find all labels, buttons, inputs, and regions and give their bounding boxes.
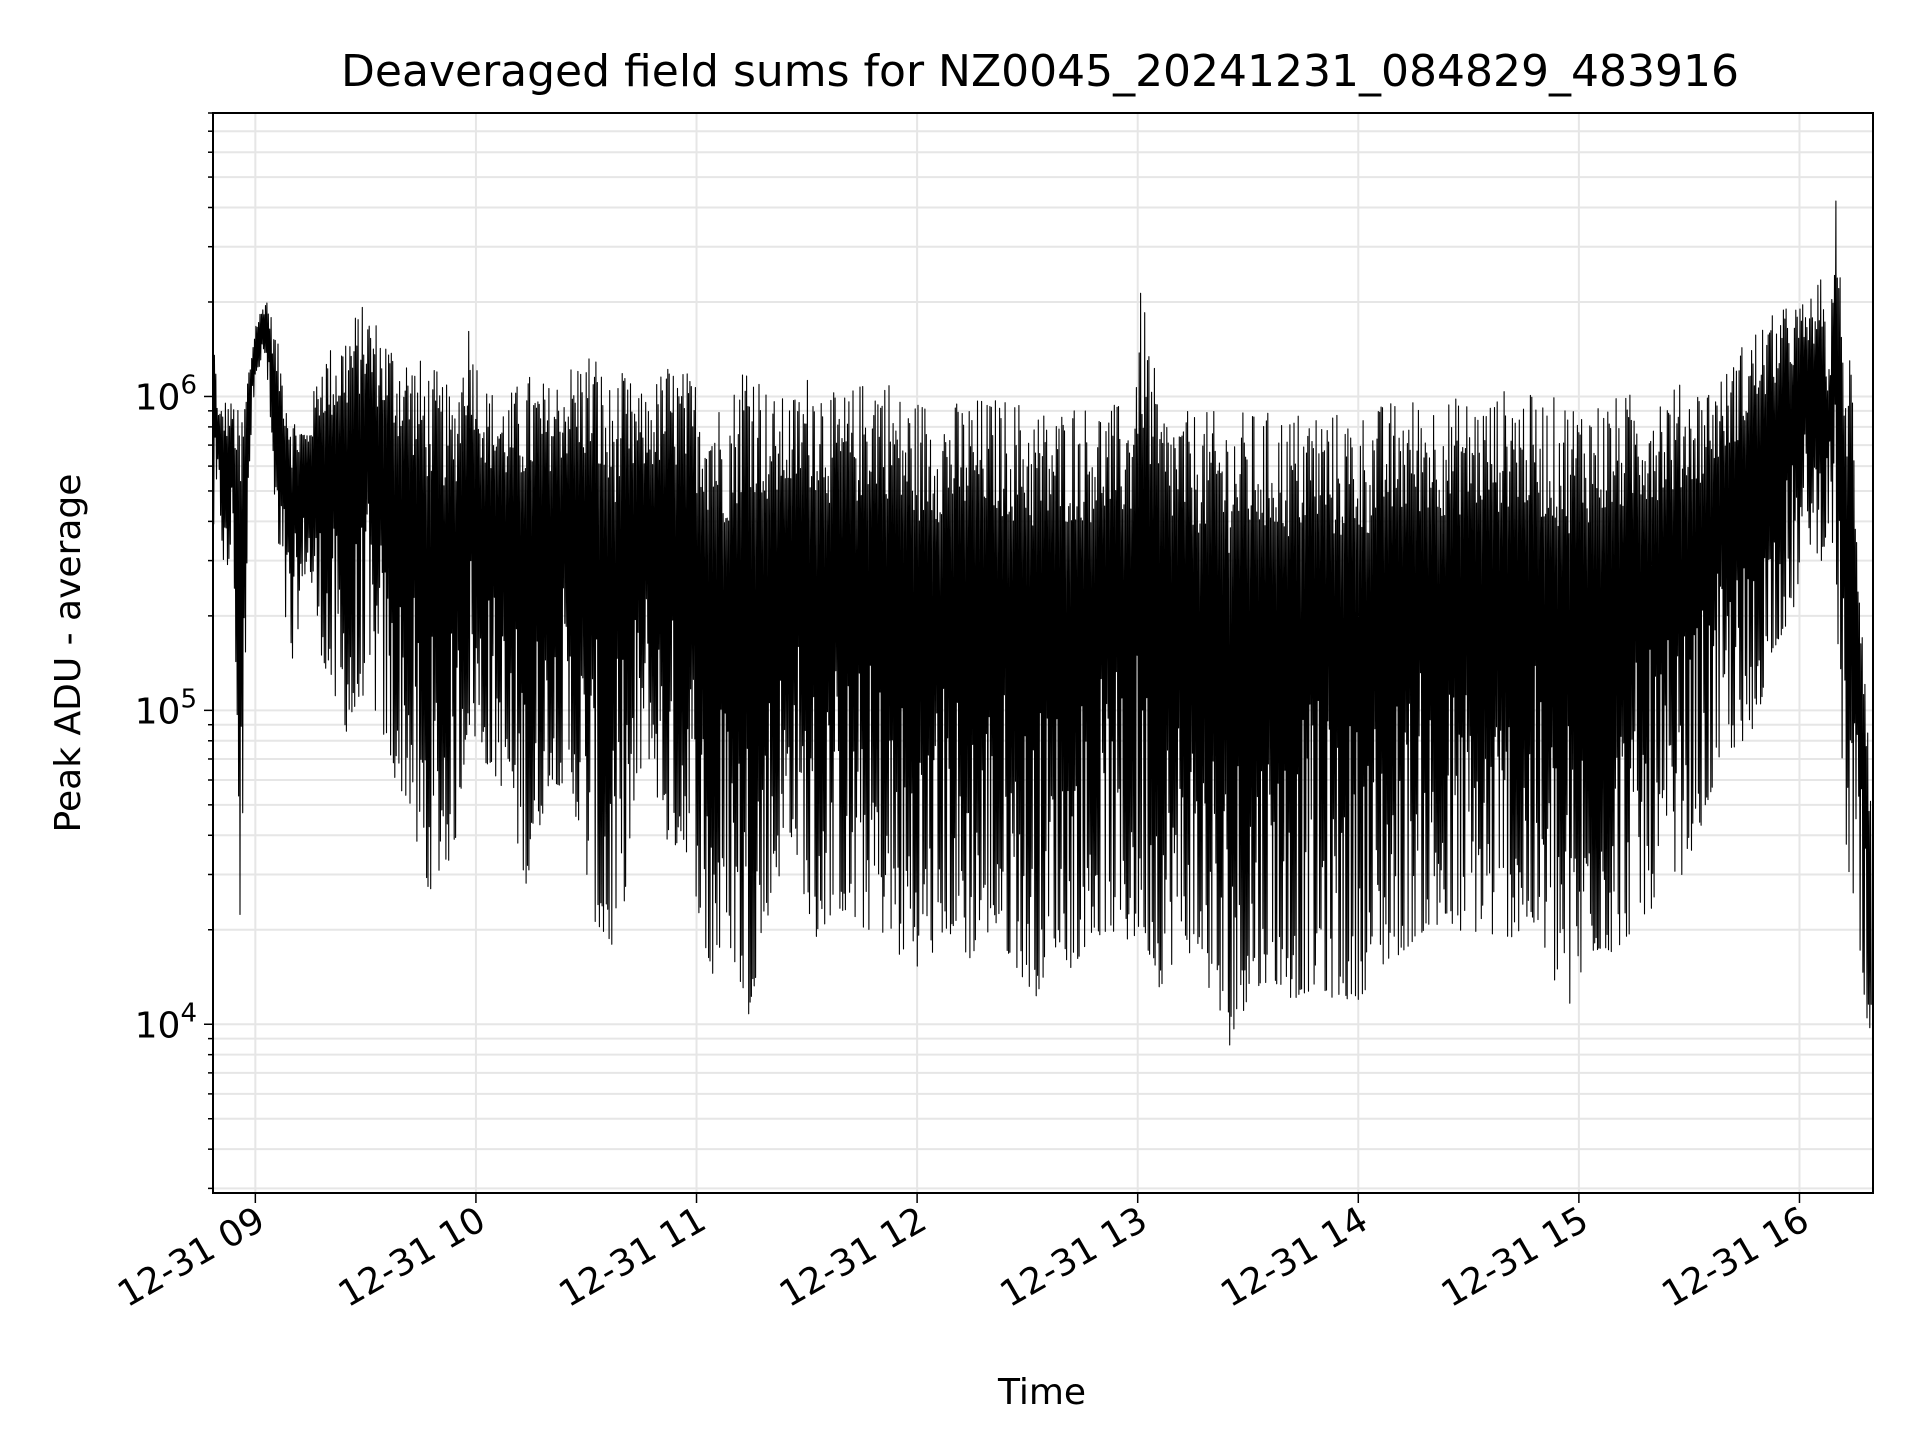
plot-frame	[212, 112, 1874, 1194]
x-axis-label: Time	[997, 1372, 1086, 1413]
series-layer	[212, 200, 1872, 1046]
plot-area	[212, 112, 1874, 1194]
series-line	[212, 200, 1872, 1046]
y-tick-label: 106	[135, 370, 197, 418]
y-tick-label: 104	[135, 998, 197, 1046]
y-axis-label: Peak ADU - average	[48, 474, 89, 833]
y-tick-label: 105	[135, 684, 197, 732]
chart-title: Deaveraged field sums for NZ0045_2024123…	[341, 46, 1739, 97]
y-axis: 104 105 106	[135, 112, 213, 1190]
